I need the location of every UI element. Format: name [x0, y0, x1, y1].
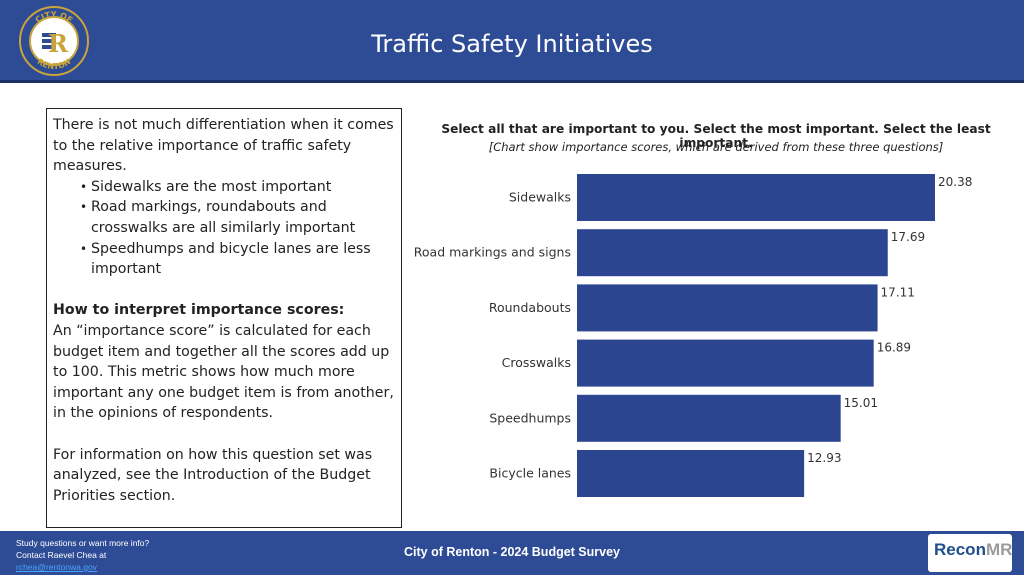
chart-subtitle: [Chart show importance scores, which are… [488, 140, 944, 154]
bar-value-label: 12.93 [807, 451, 841, 465]
more-info-text: For information on how this question set… [53, 446, 373, 504]
bar-crosswalks [577, 339, 874, 387]
bar-bicycle-lanes [577, 450, 805, 497]
page-title: Traffic Safety Initiatives [371, 30, 653, 58]
interpret-heading: How to interpret importance scores: [53, 302, 345, 319]
seal-letter: R [48, 29, 69, 58]
bar-roundabouts [577, 284, 878, 332]
bar-sidewalks [577, 174, 935, 221]
seal-text-bottom: RENTON [36, 57, 73, 71]
bar-value-label: 15.01 [844, 396, 878, 410]
summary-bullets: Sidewalks are the most important Road ma… [53, 177, 395, 280]
contact-line-2: Contact Raevel Chea at [16, 550, 107, 560]
reconmr-logo: ReconMR [928, 534, 1012, 572]
bar-value-label: 17.11 [881, 285, 915, 299]
svg-text:RENTON: RENTON [36, 57, 73, 71]
bar-value-label: 17.69 [891, 230, 925, 244]
category-label: Roundabouts [489, 300, 571, 315]
category-label: Sidewalks [509, 190, 571, 205]
interpret-body: An “importance score” is calculated for … [53, 322, 394, 422]
logo-text-mr: MR [985, 540, 1013, 559]
contact-email-link[interactable]: rchea@rentonwa.gov [16, 562, 97, 572]
summary-bullet: Sidewalks are the most important [80, 177, 395, 198]
contact-line-1: Study questions or want more info? [16, 538, 150, 548]
footer-title: City of Renton - 2024 Budget Survey [403, 545, 620, 559]
category-label: Speedhumps [489, 410, 571, 425]
footer-bar: Study questions or want more info? Conta… [0, 531, 1024, 575]
header-bar: CITY OF RENTON R Traffic Safety Initiati… [0, 0, 1024, 83]
logo-text-recon: Recon [934, 540, 986, 559]
footer-contact: Study questions or want more info? Conta… [16, 537, 149, 573]
summary-bullet: Speedhumps and bicycle lanes are less im… [80, 239, 395, 280]
bar-speedhumps [577, 394, 841, 442]
category-label: Road markings and signs [414, 245, 571, 260]
category-label: Crosswalks [502, 355, 571, 370]
category-label: Bicycle lanes [489, 466, 571, 481]
chart-title: Select all that are important to you. Se… [441, 122, 991, 150]
bar-value-label: 16.89 [877, 341, 911, 355]
summary-bullet: Road markings, roundabouts and crosswalk… [80, 197, 395, 238]
summary-textbox: There is not much differentiation when i… [46, 108, 402, 528]
importance-bar-chart: Sidewalks 20.38 Road markings and signs 17.… [414, 174, 972, 497]
bar-road-markings-and-signs [577, 229, 888, 277]
bar-value-label: 20.38 [938, 175, 972, 189]
city-seal-icon: CITY OF RENTON R [19, 6, 89, 76]
summary-intro: There is not much differentiation when i… [53, 117, 394, 175]
